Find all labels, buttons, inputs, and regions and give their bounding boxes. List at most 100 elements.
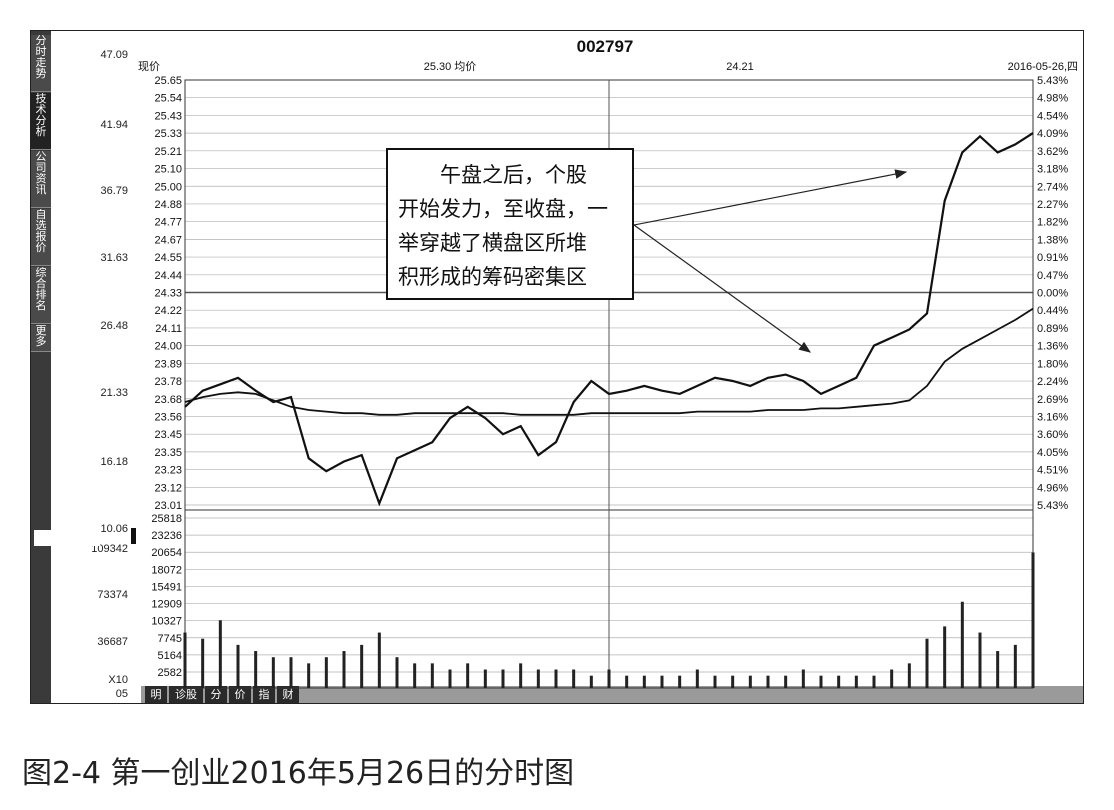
left-axis-label: 41.94 <box>100 119 128 131</box>
volume-bar <box>572 669 576 688</box>
volume-bar <box>695 669 699 688</box>
price-tick-label: 24.67 <box>154 234 182 246</box>
price-line <box>184 132 1034 507</box>
pct-tick-label: 4.98% <box>1037 93 1068 105</box>
price-tick-label: 25.10 <box>154 164 182 176</box>
volume-tick-label: 23236 <box>151 530 182 542</box>
price-tick-label: 25.21 <box>154 146 182 158</box>
bottom-tab-5[interactable]: 财 <box>277 686 299 703</box>
volume-bar <box>377 632 381 688</box>
arrow-to-breakout <box>633 169 908 226</box>
pct-tick-label: 0.91% <box>1037 252 1068 264</box>
pct-tick-label: 3.16% <box>1037 411 1068 423</box>
volume-bar <box>254 651 258 688</box>
volume-bar <box>819 675 823 688</box>
price-lines <box>184 132 1034 507</box>
pct-tick-label: 1.38% <box>1037 234 1068 246</box>
pct-tick-label: 3.18% <box>1037 164 1068 176</box>
volume-bar <box>731 675 735 688</box>
volume-bar <box>218 620 222 688</box>
volume-bar <box>678 675 682 688</box>
stock-code: 002797 <box>577 37 634 56</box>
volume-tick-label: 2582 <box>158 667 182 679</box>
volume-bar <box>554 669 558 688</box>
annotation-box: 午盘之后，个股 开始发力，至收盘，一 举穿越了横盘区所堆 积形成的筹码密集区 <box>386 148 634 300</box>
volume-bar <box>925 638 929 688</box>
price-tick-label: 23.89 <box>154 358 182 370</box>
volume-bar <box>466 663 470 688</box>
pct-tick-label: 3.60% <box>1037 429 1068 441</box>
price-tick-label: 25.65 <box>154 75 182 87</box>
volume-bar <box>607 669 611 688</box>
left-axis-label: 109342 <box>91 543 128 555</box>
volume-bar <box>642 675 646 688</box>
volume-bar <box>271 657 275 688</box>
mid-label: 24.21 <box>726 61 754 73</box>
volume-bar <box>413 663 417 688</box>
figure-caption: 图2-4 第一创业2016年5月26日的分时图 <box>22 756 575 791</box>
pct-tick-label: 1.36% <box>1037 341 1068 353</box>
pct-tick-label: 0.47% <box>1037 270 1068 282</box>
arrow-to-rally-start <box>633 224 811 353</box>
bottom-tab-3[interactable]: 价 <box>229 686 251 703</box>
volume-bar <box>324 657 328 688</box>
pct-tick-label: 4.54% <box>1037 110 1068 122</box>
side-tab-4[interactable]: 综合排名 <box>31 267 51 324</box>
pct-tick-label: 2.24% <box>1037 376 1068 388</box>
volume-bar <box>766 675 770 688</box>
bottom-tab-4[interactable]: 指 <box>253 686 275 703</box>
volume-bar <box>236 644 240 688</box>
volume-tick-label: 12909 <box>151 599 182 611</box>
volume-bar <box>625 675 629 688</box>
pct-tick-label: 0.44% <box>1037 305 1068 317</box>
volume-tick-label: 18072 <box>151 564 182 576</box>
price-tick-label: 25.43 <box>154 110 182 122</box>
volume-bar <box>183 632 187 688</box>
volume-tick-label: 10327 <box>151 616 182 628</box>
left-axis-label: 10.06 <box>100 523 128 535</box>
price-tick-label: 24.22 <box>154 305 182 317</box>
volume-tick-label: 20654 <box>151 547 182 559</box>
volume-tick-label: 25818 <box>151 513 182 525</box>
price-tick-label: 24.55 <box>154 252 182 264</box>
pct-tick-label: 4.51% <box>1037 465 1068 477</box>
volume-bar <box>784 675 788 688</box>
price-label: 现价 <box>138 60 160 73</box>
volume-bar <box>360 644 364 688</box>
side-tab-5[interactable]: 更多 <box>31 325 51 352</box>
volume-bar <box>907 663 911 688</box>
annotation-line: 开始发力，至收盘，一 <box>398 197 608 221</box>
annotation-arrows <box>633 169 908 353</box>
pct-tick-label: 0.89% <box>1037 323 1068 335</box>
side-tab-3[interactable]: 自选报价 <box>31 209 51 266</box>
volume-bar <box>501 669 505 688</box>
bottom-tab-1[interactable]: 诊股 <box>169 686 203 703</box>
price-tick-label: 23.78 <box>154 376 182 388</box>
side-tab-0[interactable]: 分时走势 <box>31 35 51 92</box>
price-tick-label: 24.00 <box>154 341 182 353</box>
volume-bar <box>448 669 452 688</box>
pct-tick-label: 0.00% <box>1037 288 1068 300</box>
price-tick-label: 24.77 <box>154 217 182 229</box>
price-tick-label: 23.45 <box>154 429 182 441</box>
volume-bar <box>289 657 293 688</box>
pct-tick-label: 2.27% <box>1037 199 1068 211</box>
volume-bar <box>201 638 205 688</box>
side-tab-2[interactable]: 公司资讯 <box>31 151 51 208</box>
average-line <box>184 307 1034 416</box>
price-tick-label: 24.11 <box>155 323 182 335</box>
pct-tick-label: 1.80% <box>1037 358 1068 370</box>
left-axis-label: 31.63 <box>100 252 128 264</box>
chart-ticks: 25.65 5.43% 25.54 4.98% 25.43 4.54% 25.33 4.09%… <box>151 75 1068 679</box>
left-axis-label: 21.33 <box>100 387 128 399</box>
price-tick-label: 25.33 <box>154 128 182 140</box>
volume-tick-label: 5164 <box>158 650 182 662</box>
price-tick-label: 25.00 <box>154 181 182 193</box>
side-tab-1[interactable]: 技术分析 <box>31 93 51 150</box>
volume-bar <box>589 675 593 688</box>
bottom-tab-0[interactable]: 明 <box>145 686 167 703</box>
volume-bar <box>519 663 523 688</box>
volume-tick-label: 7745 <box>158 633 182 645</box>
bottom-tab-2[interactable]: 分 <box>205 686 227 703</box>
left-axis-label: 36.79 <box>100 185 128 197</box>
